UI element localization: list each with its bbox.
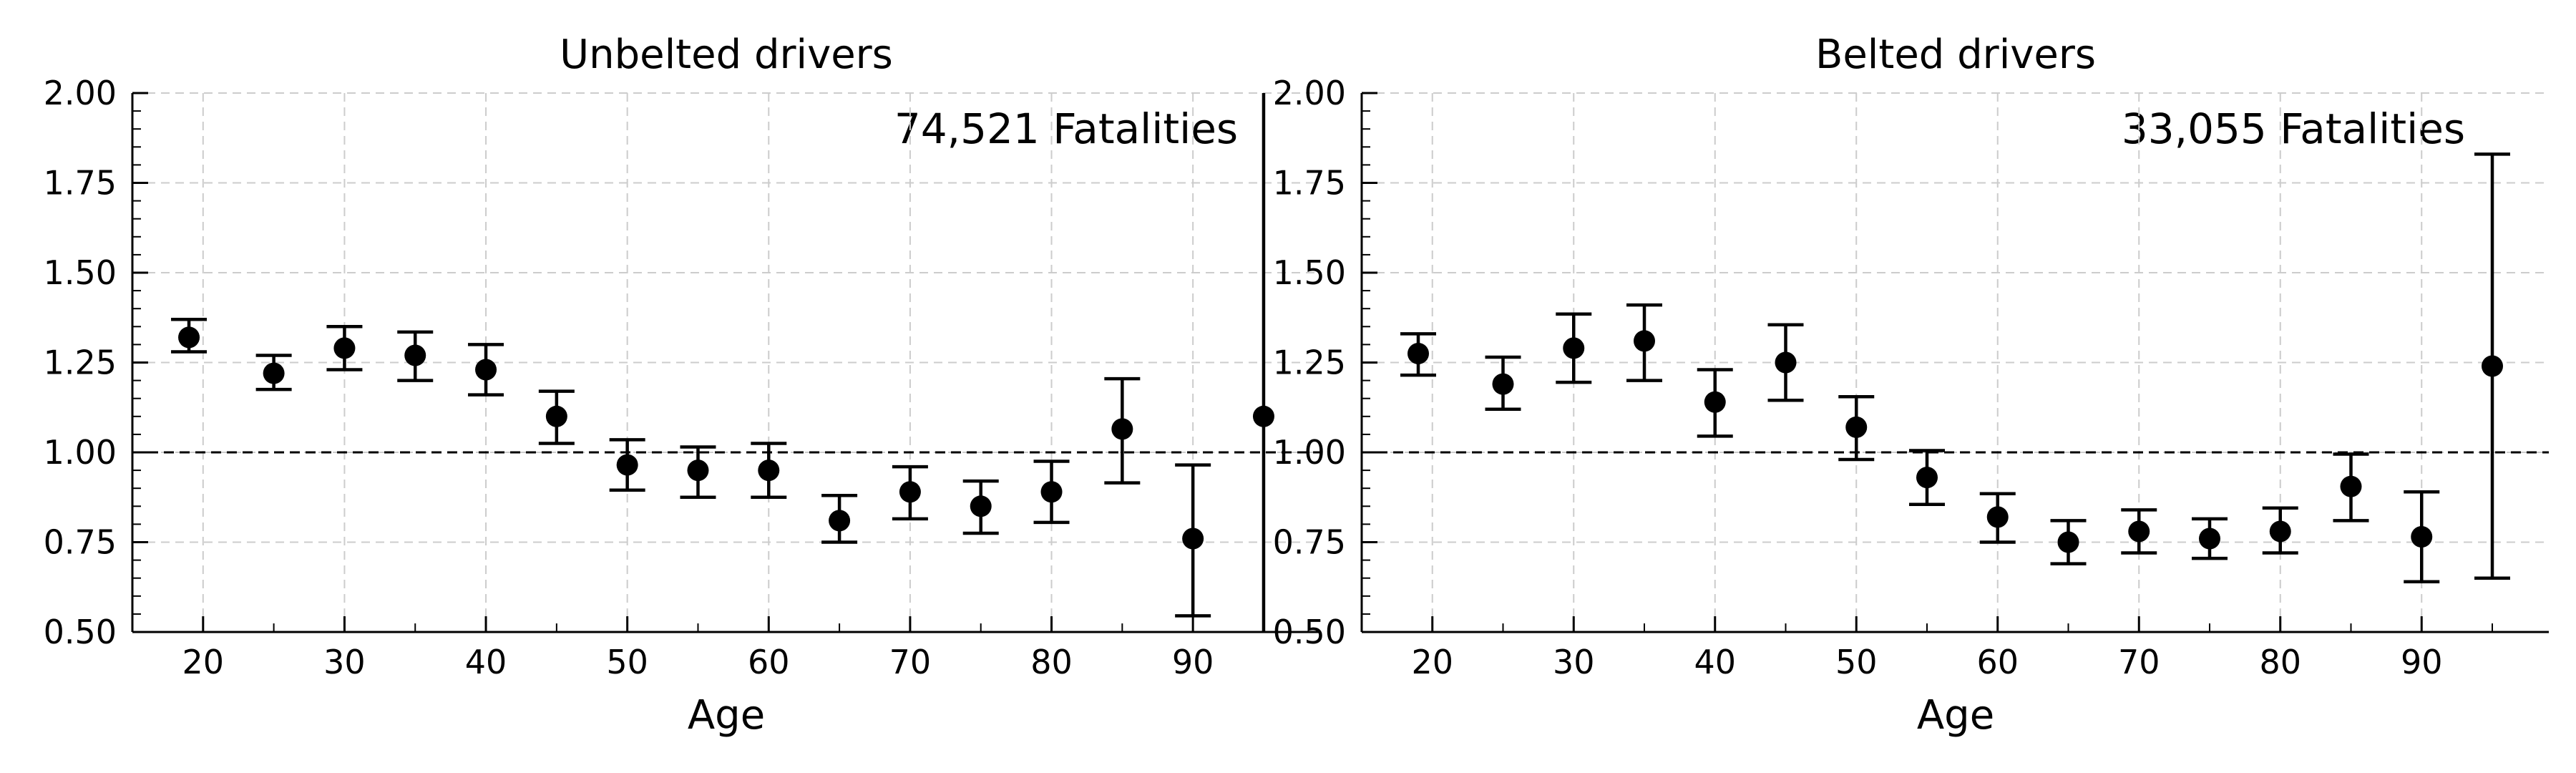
data-point xyxy=(1252,405,1274,427)
data-point xyxy=(2340,475,2362,497)
data-point xyxy=(970,495,992,517)
panel-title: Unbelted drivers xyxy=(560,31,893,78)
panel-unbelted: Unbelted drivers 74,521 Fatalities Age 2… xyxy=(44,31,1320,739)
x-tick-label: 90 xyxy=(2401,643,2443,681)
y-tick-label: 1.75 xyxy=(44,164,117,203)
data-point xyxy=(475,359,497,381)
y-tick-label: 1.00 xyxy=(1273,433,1346,472)
data-point xyxy=(263,362,285,384)
x-tick-label: 60 xyxy=(748,643,790,681)
data-point xyxy=(1704,391,1726,413)
x-tick-label: 70 xyxy=(889,643,932,681)
data-point xyxy=(2199,528,2220,550)
y-tick-label: 1.50 xyxy=(44,253,117,292)
data-point xyxy=(616,454,638,476)
x-axis-label: Age xyxy=(688,692,765,739)
x-tick-label: 40 xyxy=(1694,643,1736,681)
fatalities-annotation: 33,055 Fatalities xyxy=(2122,104,2465,153)
data-point xyxy=(333,337,356,359)
data-point xyxy=(1492,373,1514,395)
y-tick-label: 2.00 xyxy=(44,74,117,112)
data-point xyxy=(1407,342,1429,364)
y-tick-label: 1.00 xyxy=(44,433,117,472)
x-tick-label: 60 xyxy=(1976,643,2019,681)
data-point xyxy=(1775,351,1797,374)
y-tick-label: 1.25 xyxy=(44,344,117,382)
data-series xyxy=(1400,152,2510,583)
data-point xyxy=(1916,467,1938,489)
axes: 20 30 40 50 60 70 80 90 0.50 0.75 1.00 1.25 1.50 1.75… xyxy=(44,74,1320,681)
data-point xyxy=(2482,355,2503,377)
data-point xyxy=(1845,416,1868,438)
fatalities-annotation: 74,521 Fatalities xyxy=(894,104,1238,153)
data-point xyxy=(1634,330,1655,352)
data-point xyxy=(1563,337,1585,359)
x-tick-label: 80 xyxy=(1030,643,1073,681)
data-point xyxy=(687,460,709,482)
data-point xyxy=(2057,531,2079,553)
data-point xyxy=(899,481,921,503)
data-point xyxy=(829,510,851,532)
data-point xyxy=(1182,528,1204,550)
x-tick-label: 90 xyxy=(1172,643,1214,681)
y-tick-label: 0.75 xyxy=(1273,523,1346,562)
y-tick-label: 0.50 xyxy=(44,613,117,651)
data-point xyxy=(2269,520,2291,543)
x-tick-label: 20 xyxy=(1411,643,1453,681)
x-tick-label: 30 xyxy=(1553,643,1595,681)
axes: 20 30 40 50 60 70 80 90 0.50 0.75 1.00 1.25 1.50 1.75… xyxy=(1273,74,2549,681)
data-point xyxy=(1986,506,2009,528)
data-series xyxy=(171,93,1274,632)
data-point xyxy=(1111,418,1133,440)
x-tick-label: 20 xyxy=(182,643,225,681)
grid xyxy=(1362,92,2549,633)
y-tick-label: 2.00 xyxy=(1273,74,1346,112)
y-tick-label: 1.25 xyxy=(1273,344,1346,382)
y-tick-label: 1.50 xyxy=(1273,253,1346,292)
x-tick-label: 40 xyxy=(465,643,507,681)
data-point xyxy=(178,326,200,349)
data-point xyxy=(404,344,426,366)
data-point xyxy=(545,405,567,427)
panel-title: Belted drivers xyxy=(1815,31,2096,78)
data-point xyxy=(1040,481,1063,503)
data-point xyxy=(2128,520,2150,543)
data-point xyxy=(2411,525,2433,548)
x-tick-label: 30 xyxy=(323,643,366,681)
x-tick-label: 80 xyxy=(2259,643,2301,681)
x-tick-label: 50 xyxy=(606,643,648,681)
panel-belted: Belted drivers 33,055 Fatalities Age 20 3… xyxy=(1273,31,2549,739)
x-tick-label: 50 xyxy=(1835,643,1878,681)
y-tick-label: 0.50 xyxy=(1273,613,1346,651)
y-tick-label: 0.75 xyxy=(44,523,117,562)
y-tick-label: 1.75 xyxy=(1273,164,1346,203)
x-axis-label: Age xyxy=(1917,692,1994,739)
x-tick-label: 70 xyxy=(2118,643,2160,681)
data-point xyxy=(758,460,780,482)
